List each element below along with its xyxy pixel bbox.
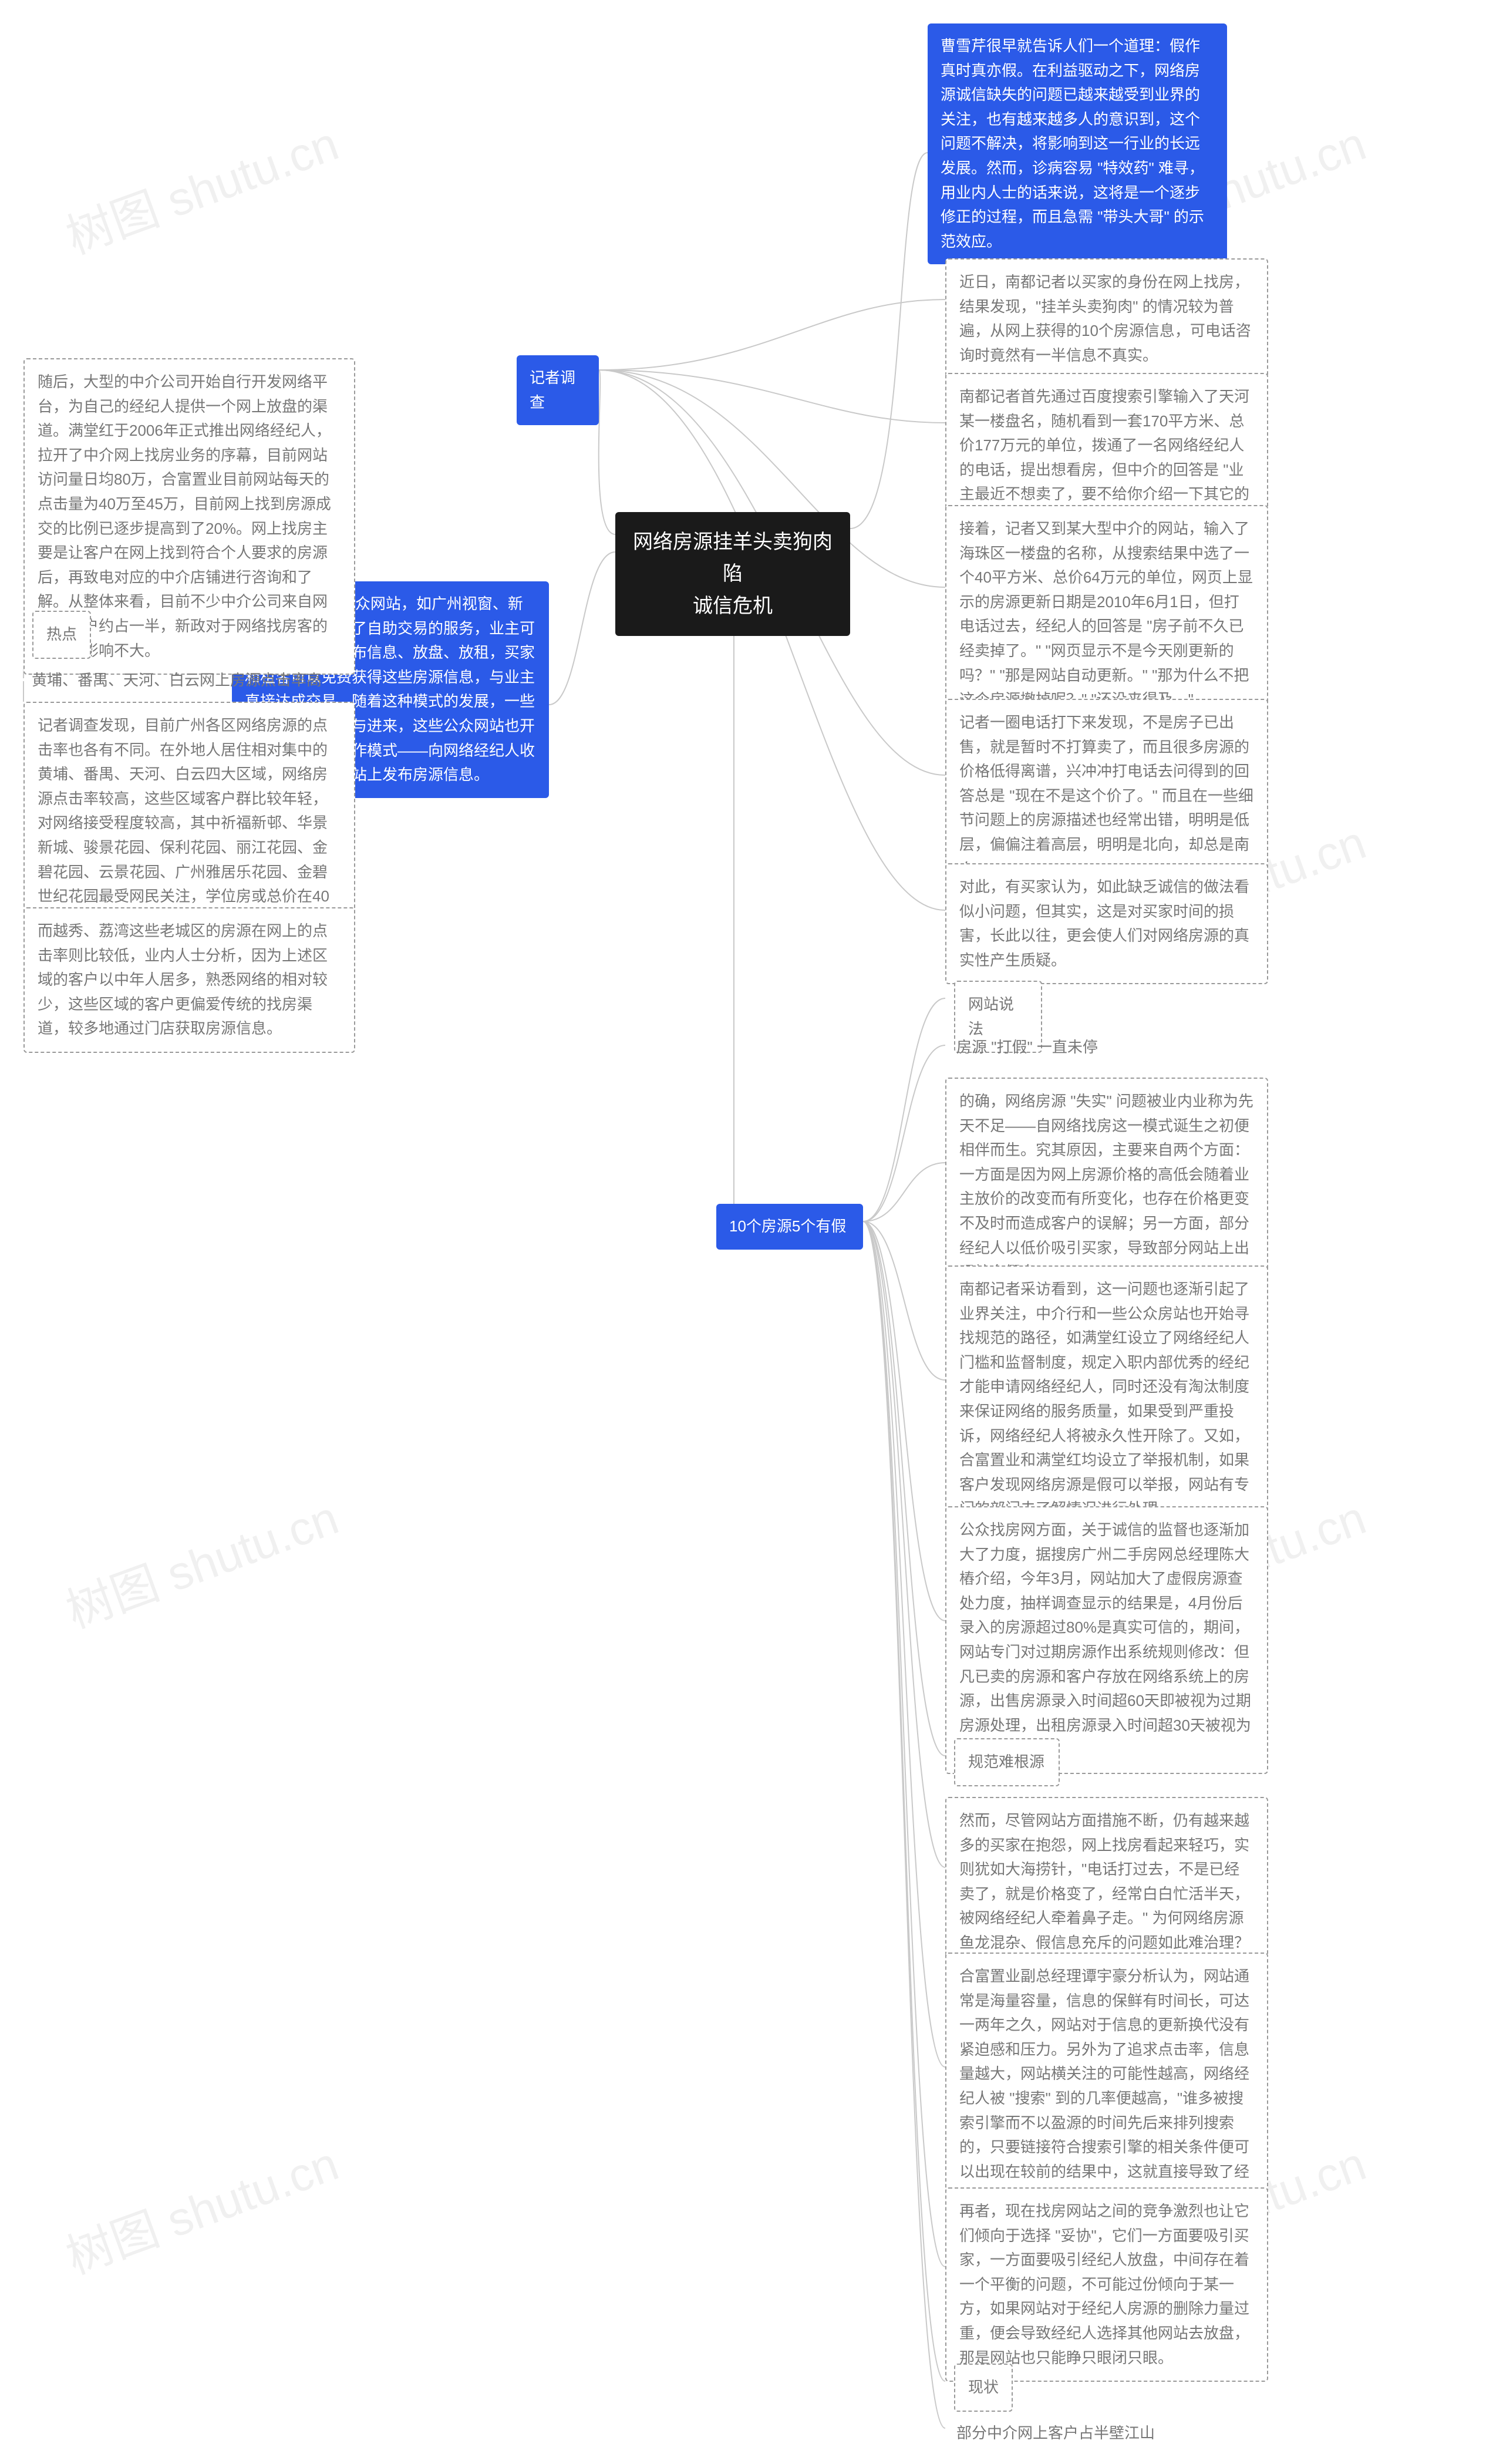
- right-node-2: 接着，记者又到某大型中介的网站，输入了海珠区一楼盘的名称，从搜索结果中选了一个4…: [945, 505, 1268, 724]
- right-node-text: 近日，南都记者以买家的身份在网上找房，结果发现，"挂羊头卖狗肉" 的情况较为普遍…: [959, 273, 1251, 364]
- right-node-13: 再者，现在找房网站之间的竞争激烈也让它们倾向于选择 "妥协"，它们一方面要吸引买…: [945, 2187, 1268, 2382]
- left-node-1: 热点: [32, 611, 91, 659]
- left-node-4: 而越秀、荔湾这些老城区的房源在网上的点击率则比较低，业内人士分析，因为上述区域的…: [23, 907, 355, 1053]
- right-node-0: 近日，南都记者以买家的身份在网上找房，结果发现，"挂羊头卖狗肉" 的情况较为普遍…: [945, 258, 1268, 379]
- right-node-text: 部分中介网上客户占半壁江山: [956, 2424, 1155, 2442]
- right-node-text: 合富置业副总经理谭宇豪分析认为，网站通常是海量容量，信息的保鲜有时间长，可达一两…: [959, 1967, 1249, 2204]
- root-text: 网络房源挂羊头卖狗肉陷诚信危机: [633, 531, 833, 617]
- branch-reporter-text: 记者调查: [530, 369, 575, 411]
- right-node-text: 对此，有买家认为，如此缺乏诚信的做法看似小问题，但其实，这是对买家时间的损害，长…: [959, 878, 1249, 969]
- left-node-text: 而越秀、荔湾这些老城区的房源在网上的点击率则比较低，业内人士分析，因为上述区域的…: [38, 922, 328, 1037]
- left-node-text: 热点: [46, 625, 77, 643]
- right-node-12: 合富置业副总经理谭宇豪分析认为，网站通常是海量容量，信息的保鲜有时间长，可达一两…: [945, 1953, 1268, 2220]
- left-node-text: 记者调查发现，目前广州各区网络房源的点击率也各有不同。在外地人居住相对集中的黄埔…: [38, 716, 329, 930]
- branch-reporter: 记者调查: [517, 355, 599, 425]
- root-node: 网络房源挂羊头卖狗肉陷诚信危机: [615, 512, 850, 636]
- right-node-7: 的确，网络房源 "失实" 问题被业内业称为先天不足——自网络找房这一模式诞生之初…: [945, 1078, 1268, 1297]
- right-node-text: 房源 "打假" 一直未停: [956, 1038, 1098, 1056]
- right-node-15: 部分中介网上客户占半壁江山: [948, 2416, 1183, 2448]
- right-node-4: 对此，有买家认为，如此缺乏诚信的做法看似小问题，但其实，这是对买家时间的损害，长…: [945, 863, 1268, 984]
- right-node-text: 公众找房网方面，关于诚信的监督也逐渐加大了力度，据搜房广州二手房网总经理陈大樁介…: [959, 1521, 1251, 1758]
- right-node-text: 南都记者采访看到，这一问题也逐渐引起了业界关注，中介行和一些公众房站也开始寻找规…: [959, 1280, 1249, 1517]
- left-node-2: 黄埔、番禺、天河、白云网上房源点击率高: [23, 664, 346, 695]
- branch-intro-text: 曹雪芹很早就告诉人们一个道理：假作真时真亦假。在利益驱动之下，网络房源诚信缺失的…: [941, 37, 1204, 250]
- watermark: 树图 shutu.cn: [56, 2126, 346, 2288]
- right-node-14: 现状: [954, 2364, 1013, 2412]
- branch-ten-sources: 10个房源5个有假: [716, 1204, 863, 1250]
- right-node-8: 南都记者采访看到，这一问题也逐渐引起了业界关注，中介行和一些公众房站也开始寻找规…: [945, 1265, 1268, 1533]
- watermark: 树图 shutu.cn: [56, 106, 346, 268]
- branch-ten-sources-text: 10个房源5个有假: [729, 1217, 846, 1235]
- right-node-text: 再者，现在找房网站之间的竞争激烈也让它们倾向于选择 "妥协"，它们一方面要吸引买…: [959, 2202, 1249, 2367]
- watermark: 树图 shutu.cn: [56, 1480, 346, 1642]
- right-node-text: 接着，记者又到某大型中介的网站，输入了海珠区一楼盘的名称，从搜索结果中选了一个4…: [959, 520, 1253, 708]
- right-node-text: 的确，网络房源 "失实" 问题被业内业称为先天不足——自网络找房这一模式诞生之初…: [959, 1092, 1253, 1281]
- right-node-6: 房源 "打假" 一直未停: [948, 1031, 1124, 1062]
- right-node-text: 现状: [968, 2378, 999, 2396]
- right-node-text: 规范难根源: [968, 1753, 1044, 1770]
- left-node-text: 黄埔、番禺、天河、白云网上房源点击率高: [32, 671, 322, 689]
- right-node-9: 公众找房网方面，关于诚信的监督也逐渐加大了力度，据搜房广州二手房网总经理陈大樁介…: [945, 1506, 1268, 1774]
- right-node-text: 然而，尽管网站方面措施不断，仍有越来越多的买家在抱怨，网上找房看起来轻巧，实则犹…: [959, 1812, 1249, 1951]
- right-node-text: 记者一圈电话打下来发现，不是房子已出售，就是暂时不打算卖了，而且很多房源的价格低…: [959, 713, 1253, 878]
- right-node-11: 然而，尽管网站方面措施不断，仍有越来越多的买家在抱怨，网上找房看起来轻巧，实则犹…: [945, 1797, 1268, 1967]
- right-node-10: 规范难根源: [954, 1738, 1060, 1786]
- branch-intro: 曹雪芹很早就告诉人们一个道理：假作真时真亦假。在利益驱动之下，网络房源诚信缺失的…: [928, 23, 1227, 264]
